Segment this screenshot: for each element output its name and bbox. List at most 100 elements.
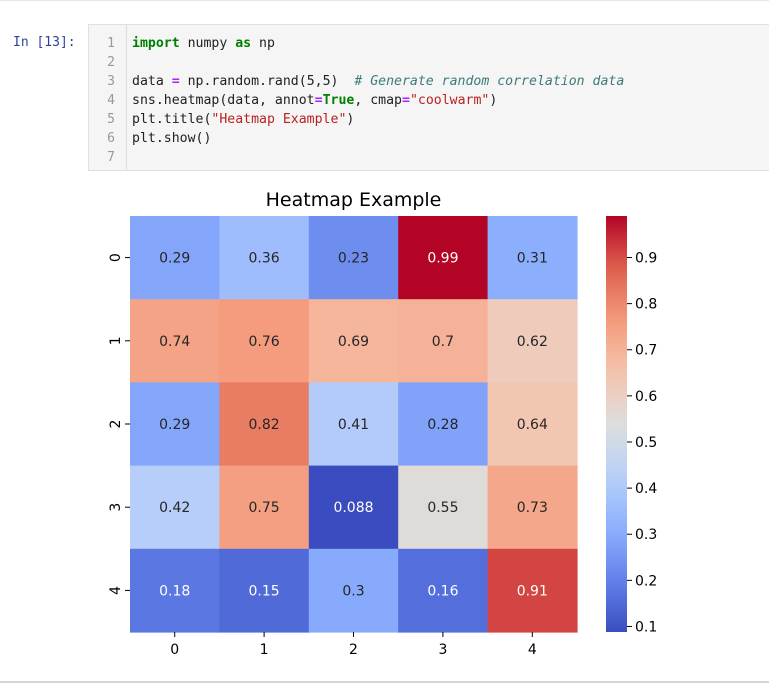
heatmap-cell bbox=[219, 216, 310, 300]
code-token: as bbox=[235, 36, 252, 51]
cell-annotation: 0.31 bbox=[517, 251, 548, 267]
heatmap-cell bbox=[130, 548, 220, 633]
code-line: plt.title("Heatmap Example") bbox=[132, 110, 354, 129]
cell-annotation: 0.36 bbox=[249, 251, 280, 267]
cell-annotation: 0.15 bbox=[249, 583, 280, 599]
heatmap-cell bbox=[308, 548, 399, 633]
heatmap-cell bbox=[487, 299, 578, 383]
cell-annotation: 0.7 bbox=[432, 334, 454, 350]
code-token: True bbox=[322, 93, 355, 108]
colorbar-tick-label: 0.4 bbox=[635, 481, 657, 497]
code-token: np bbox=[251, 36, 275, 51]
code-line: plt.show() bbox=[132, 129, 211, 148]
cell-annotation: 0.55 bbox=[427, 500, 458, 516]
heatmap-cell bbox=[308, 382, 399, 467]
cell-annotation: 0.69 bbox=[338, 334, 369, 350]
heatmap-cell bbox=[308, 299, 399, 383]
code-token: sns.heatmap(data, annot bbox=[132, 93, 315, 108]
colorbar-tick-label: 0.9 bbox=[635, 251, 657, 267]
cell-annotation: 0.73 bbox=[517, 500, 548, 516]
heatmap-cell bbox=[398, 465, 489, 550]
code-token: np.random.rand(5,5) bbox=[179, 74, 355, 89]
x-tick-label: 0 bbox=[170, 642, 179, 658]
x-tick-label: 3 bbox=[438, 642, 447, 658]
y-tick-label: 0 bbox=[108, 253, 124, 262]
line-number: 6 bbox=[107, 131, 115, 146]
heatmap-cell bbox=[487, 548, 578, 633]
cell-annotation: 0.62 bbox=[517, 334, 548, 350]
code-token: plt.show() bbox=[132, 131, 212, 146]
cell-annotation: 0.3 bbox=[342, 583, 364, 599]
code-token: plt.title( bbox=[132, 112, 212, 127]
y-tick-label: 4 bbox=[108, 586, 124, 595]
heatmap-cell bbox=[398, 216, 489, 300]
heatmap-cell bbox=[219, 548, 310, 633]
cell-annotation: 0.64 bbox=[517, 417, 548, 433]
cell-annotation: 0.29 bbox=[159, 251, 190, 267]
code-token: ) bbox=[346, 112, 355, 127]
cell-annotation: 0.29 bbox=[159, 417, 190, 433]
code-token: numpy bbox=[179, 36, 236, 51]
heatmap-cell bbox=[308, 465, 399, 550]
cell-annotation: 0.41 bbox=[338, 417, 369, 433]
heatmap-cell bbox=[130, 216, 220, 300]
colorbar bbox=[606, 216, 627, 632]
y-tick-label: 3 bbox=[108, 503, 124, 512]
cell-annotation: 0.23 bbox=[338, 251, 369, 267]
cell-annotation: 0.088 bbox=[333, 500, 373, 516]
cell-annotation: 0.42 bbox=[159, 500, 190, 516]
cell-annotation: 0.28 bbox=[427, 417, 458, 433]
output-area: Heatmap Example 0.29 0.36 0.23 0.99 0.31 0.74 0… bbox=[88, 176, 769, 676]
heatmap-cell bbox=[487, 216, 578, 300]
line-number: 4 bbox=[107, 93, 115, 108]
cell-annotation: 0.76 bbox=[249, 334, 280, 350]
code-token: , cmap bbox=[354, 93, 402, 108]
line-number: 1 bbox=[107, 36, 115, 51]
cell-annotation: 0.99 bbox=[427, 251, 458, 267]
code-line: sns.heatmap(data, annot=True, cmap="cool… bbox=[132, 91, 497, 110]
code-token: = bbox=[314, 93, 323, 108]
code-token: "coolwarm" bbox=[409, 93, 490, 108]
heatmap-cell bbox=[219, 299, 310, 383]
colorbar-tick-label: 0.8 bbox=[635, 297, 657, 313]
bottom-divider bbox=[0, 681, 769, 683]
input-prompt: In [13]: bbox=[13, 35, 76, 50]
heatmap-cell bbox=[398, 548, 489, 633]
heatmap-cell bbox=[130, 465, 220, 550]
heatmap-cell bbox=[219, 465, 310, 550]
colorbar-tick-label: 0.7 bbox=[635, 343, 657, 359]
colorbar-tick-label: 0.1 bbox=[635, 619, 657, 635]
code-token: ) bbox=[489, 93, 498, 108]
heatmap-cell bbox=[308, 216, 399, 300]
line-number-gutter: 1 2 3 4 5 6 7 bbox=[89, 25, 127, 170]
colorbar-tick-label: 0.5 bbox=[635, 435, 657, 451]
colorbar-tick-label: 0.3 bbox=[635, 527, 657, 543]
y-tick-label: 2 bbox=[108, 420, 124, 429]
cell-annotation: 0.75 bbox=[249, 500, 280, 516]
code-cell-editor[interactable]: 1 2 3 4 5 6 7 import numpy as np data = np.rand… bbox=[88, 24, 769, 171]
chart-title: Heatmap Example bbox=[266, 189, 442, 211]
heatmap-cell bbox=[130, 299, 220, 383]
heatmap-cell bbox=[398, 382, 489, 467]
code-token: # Generate random correlation data bbox=[354, 74, 625, 89]
x-tick-label: 2 bbox=[349, 642, 358, 658]
cell-annotation: 0.91 bbox=[517, 583, 548, 599]
line-number: 2 bbox=[107, 55, 115, 70]
code-token: = bbox=[401, 93, 410, 108]
colorbar-tick-label: 0.6 bbox=[635, 389, 657, 405]
code-token: = bbox=[171, 74, 180, 89]
colorbar-tick-label: 0.2 bbox=[635, 573, 657, 589]
heatmap-cell bbox=[487, 465, 578, 550]
code-token: import bbox=[132, 36, 180, 51]
code-line: data = np.random.rand(5,5) # Generate ra… bbox=[132, 72, 624, 91]
heatmap-cell bbox=[219, 382, 310, 467]
heatmap-cell bbox=[130, 382, 220, 467]
cell-annotation: 0.18 bbox=[159, 583, 190, 599]
x-tick-label: 1 bbox=[260, 642, 269, 658]
heatmap-cell bbox=[487, 382, 578, 467]
code-token: "Heatmap Example" bbox=[211, 112, 347, 127]
cell-annotation: 0.82 bbox=[249, 417, 280, 433]
code-token: data bbox=[132, 74, 172, 89]
top-divider bbox=[0, 0, 769, 1]
